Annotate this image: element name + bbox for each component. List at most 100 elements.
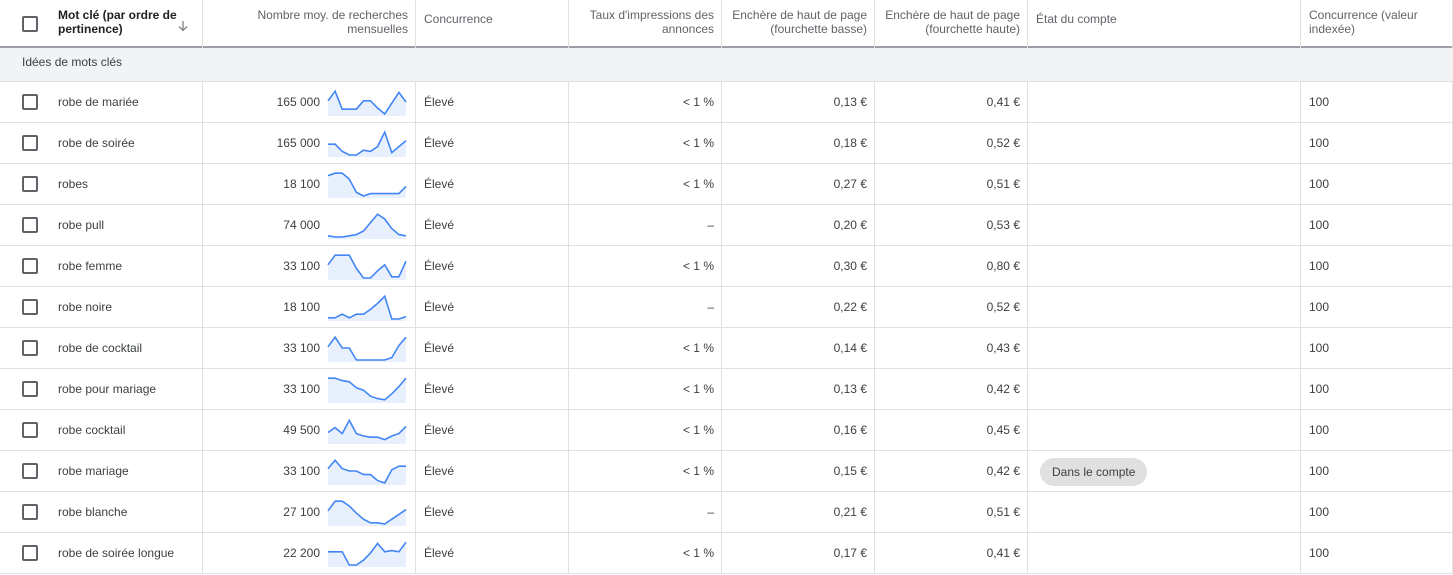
account-status-badge: Dans le compte [1040,458,1148,486]
bid-low-cell: 0,16 € [833,423,867,437]
competition-cell: Élevé [424,95,455,109]
row-checkbox[interactable] [22,463,38,479]
table-row[interactable]: robe de soirée 165 000 Élevé < 1 % 0,18 € 0,5… [0,123,1453,164]
avg-searches-cell: 18 100 [283,177,320,191]
trend-sparkline [328,130,407,157]
row-checkbox[interactable] [22,299,38,315]
avg-searches-cell: 22 200 [283,546,320,560]
trend-sparkline [328,294,407,321]
competition-cell: Élevé [424,341,455,355]
competition-cell: Élevé [424,300,455,314]
table-row[interactable]: robe femme 33 100 Élevé < 1 % 0,30 € 0,80 € 10… [0,246,1453,287]
bid-low-cell: 0,18 € [833,136,867,150]
bid-high-cell: 0,42 € [986,464,1020,478]
competition-index-cell: 100 [1309,423,1330,437]
row-checkbox[interactable] [22,504,38,520]
table-header: Mot clé (par ordre de pertinence) Nombre… [0,0,1453,48]
sparkline-area [328,337,406,362]
bid-high-cell: 0,52 € [986,300,1020,314]
impression-share-cell: < 1 % [682,423,714,437]
bid-high-cell: 0,51 € [986,505,1020,519]
row-checkbox[interactable] [22,176,38,192]
bid-low-cell: 0,20 € [833,218,867,232]
table-row[interactable]: robe de soirée longue 22 200 Élevé < 1 % 0,1… [0,533,1453,574]
avg-searches-cell: 18 100 [283,300,320,314]
bid-high-cell: 0,41 € [986,546,1020,560]
table-row[interactable]: robe blanche 27 100 Élevé – 0,21 € 0,51 € 100 [0,492,1453,533]
competition-index-cell: 100 [1309,218,1330,232]
col-competition-header[interactable]: Concurrence [424,12,493,26]
select-all-checkbox[interactable] [22,16,38,32]
keyword-cell: robe pour mariage [58,382,157,396]
col-bid-low-header[interactable]: Enchère de haut de page (fourchette bass… [732,8,867,36]
table-row[interactable]: robe de cocktail 33 100 Élevé < 1 % 0,14 € 0,… [0,328,1453,369]
sparkline-line [327,254,407,279]
keyword-cell: robe de cocktail [58,341,143,355]
competition-cell: Élevé [424,218,455,232]
bid-high-cell: 0,53 € [986,218,1020,232]
table-row[interactable]: robe pour mariage 33 100 Élevé < 1 % 0,13 € 0… [0,369,1453,410]
impression-share-cell: < 1 % [682,177,714,191]
col-competition-index-header[interactable]: Concurrence (valeur indexée) [1309,8,1418,36]
row-checkbox[interactable] [22,217,38,233]
impression-share-cell: < 1 % [682,259,714,273]
keyword-cell: robe cocktail [58,423,126,437]
table-row[interactable]: robe mariage 33 100 Élevé < 1 % 0,15 € 0,42 €… [0,451,1453,492]
row-checkbox[interactable] [22,135,38,151]
table-row[interactable]: robe cocktail 49 500 Élevé < 1 % 0,16 € 0,45 … [0,410,1453,451]
competition-cell: Élevé [424,546,455,560]
bid-low-cell: 0,30 € [833,259,867,273]
keyword-cell: robe de soirée longue [58,546,175,560]
sparkline-area [328,460,406,485]
competition-index-cell: 100 [1309,546,1330,560]
bid-high-cell: 0,42 € [986,382,1020,396]
competition-cell: Élevé [424,464,455,478]
keyword-cell: robe mariage [58,464,129,478]
bid-high-cell: 0,43 € [986,341,1020,355]
competition-cell: Élevé [424,259,455,273]
avg-searches-cell: 165 000 [276,136,320,150]
bid-low-cell: 0,14 € [833,341,867,355]
avg-searches-cell: 33 100 [283,464,320,478]
sparkline-area [328,296,406,321]
col-avg-searches-header[interactable]: Nombre moy. de recherches mensuelles [257,8,408,36]
sparkline-area [328,420,406,444]
trend-sparkline [327,172,407,198]
sparkline-area [328,214,406,239]
sparkline-line [328,294,407,320]
row-checkbox[interactable] [22,258,38,274]
competition-cell: Élevé [424,382,455,396]
sparkline-area [328,542,406,567]
col-keyword-header[interactable]: Mot clé (par ordre de pertinence) [58,8,177,36]
sparkline-line [327,335,407,361]
table-row[interactable]: robe de mariée 165 000 Élevé < 1 % 0,13 € 0,4… [0,82,1453,123]
bid-high-cell: 0,80 € [986,259,1020,273]
competition-index-cell: 100 [1309,382,1330,396]
row-checkbox[interactable] [22,545,38,561]
sparkline-line [327,213,407,238]
table-row[interactable]: robe pull 74 000 Élevé – 0,20 € 0,53 € 100 [0,205,1453,246]
avg-searches-cell: 49 500 [283,423,320,437]
row-checkbox[interactable] [22,94,38,110]
table-row[interactable]: robe noire 18 100 Élevé – 0,22 € 0,52 € 100 [0,287,1453,328]
impression-share-cell: < 1 % [682,95,714,109]
sparkline-area [328,255,406,280]
row-checkbox[interactable] [22,422,38,438]
competition-index-cell: 100 [1309,259,1330,273]
row-checkbox[interactable] [22,381,38,397]
trend-sparkline [327,213,407,239]
competition-index-cell: 100 [1309,464,1330,478]
col-bid-high-header[interactable]: Enchère de haut de page (fourchette haut… [885,8,1020,36]
competition-index-cell: 100 [1309,177,1330,191]
keyword-cell: robe de soirée [58,136,135,150]
sparkline-line [327,89,407,116]
sparkline-area [328,173,406,198]
col-account-status-header[interactable]: État du compte [1036,12,1117,26]
trend-sparkline [327,335,407,362]
table-row[interactable]: robes 18 100 Élevé < 1 % 0,27 € 0,51 € 100 [0,164,1453,205]
trend-sparkline [327,89,407,116]
row-checkbox[interactable] [22,340,38,356]
col-impression-share-header[interactable]: Taux d'impressions des annonces [589,8,714,36]
competition-index-cell: 100 [1309,505,1330,519]
arrow-down-icon[interactable] [176,19,190,33]
